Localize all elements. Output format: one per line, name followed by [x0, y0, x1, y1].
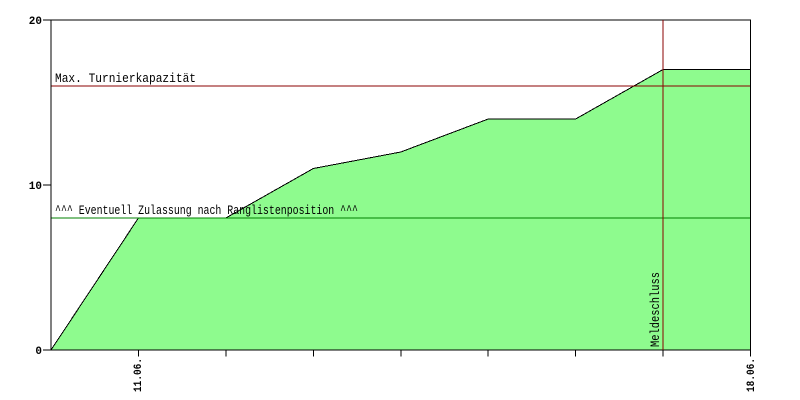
y-axis-ticks — [43, 19, 51, 351]
y-tick-label-10: 10 — [29, 181, 42, 193]
max-capacity-label: Max. Turnierkapazität — [55, 71, 196, 86]
ranking-admission-label: ^^^ Eventuell Zulassung nach Ranglistenp… — [55, 203, 358, 218]
y-tick-label-20: 20 — [29, 16, 42, 28]
registrations-area-fill — [51, 69, 751, 350]
x-tick-label-11-06: 11.06. — [133, 358, 145, 392]
x-axis-ticks — [137, 350, 751, 357]
x-tick-label-18-06: 18.06. — [746, 358, 758, 392]
y-tick-label-0: 0 — [35, 346, 42, 358]
deadline-label: Meldeschluss — [648, 272, 663, 347]
